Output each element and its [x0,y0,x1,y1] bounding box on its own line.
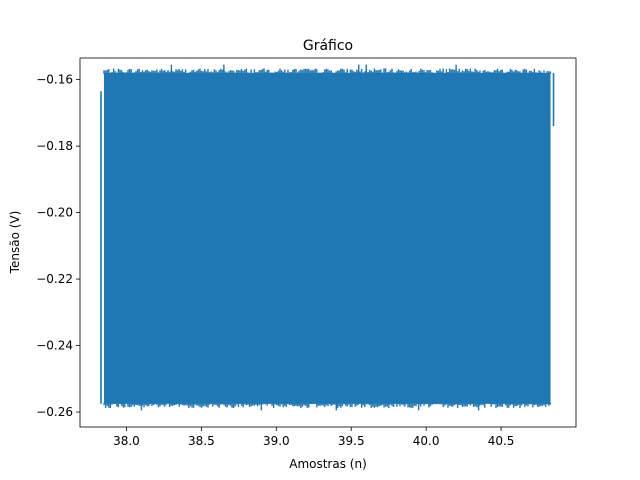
y-axis: −0.16 −0.18 −0.20 −0.22 −0.24 −0.26 [36,73,80,419]
y-tick-label: −0.26 [36,405,73,419]
x-axis: 38.0 38.5 39.0 39.5 40.0 40.5 [113,427,514,448]
signal-end-transient [548,72,555,404]
x-axis-label: Amostras (n) [289,457,367,471]
x-tick-label: 39.5 [338,434,365,448]
y-tick-label: −0.18 [36,139,73,153]
x-tick-label: 40.5 [488,434,515,448]
plot-area [100,64,555,411]
y-tick-label: −0.24 [36,339,73,353]
chart-title: Gráfico [303,38,353,54]
y-tick-label: −0.22 [36,272,73,286]
x-tick-label: 40.0 [413,434,440,448]
signal-envelope [103,72,551,404]
plot-frame [79,57,577,428]
x-tick-label: 39.0 [263,434,290,448]
x-tick-label: 38.0 [113,434,140,448]
y-tick-label: −0.20 [36,206,73,220]
signal-peaks [103,64,552,411]
y-axis-label: Tensão (V) [8,211,22,275]
signal-start-transient [100,72,110,404]
x-tick-label: 38.5 [188,434,215,448]
y-tick-label: −0.16 [36,73,73,87]
